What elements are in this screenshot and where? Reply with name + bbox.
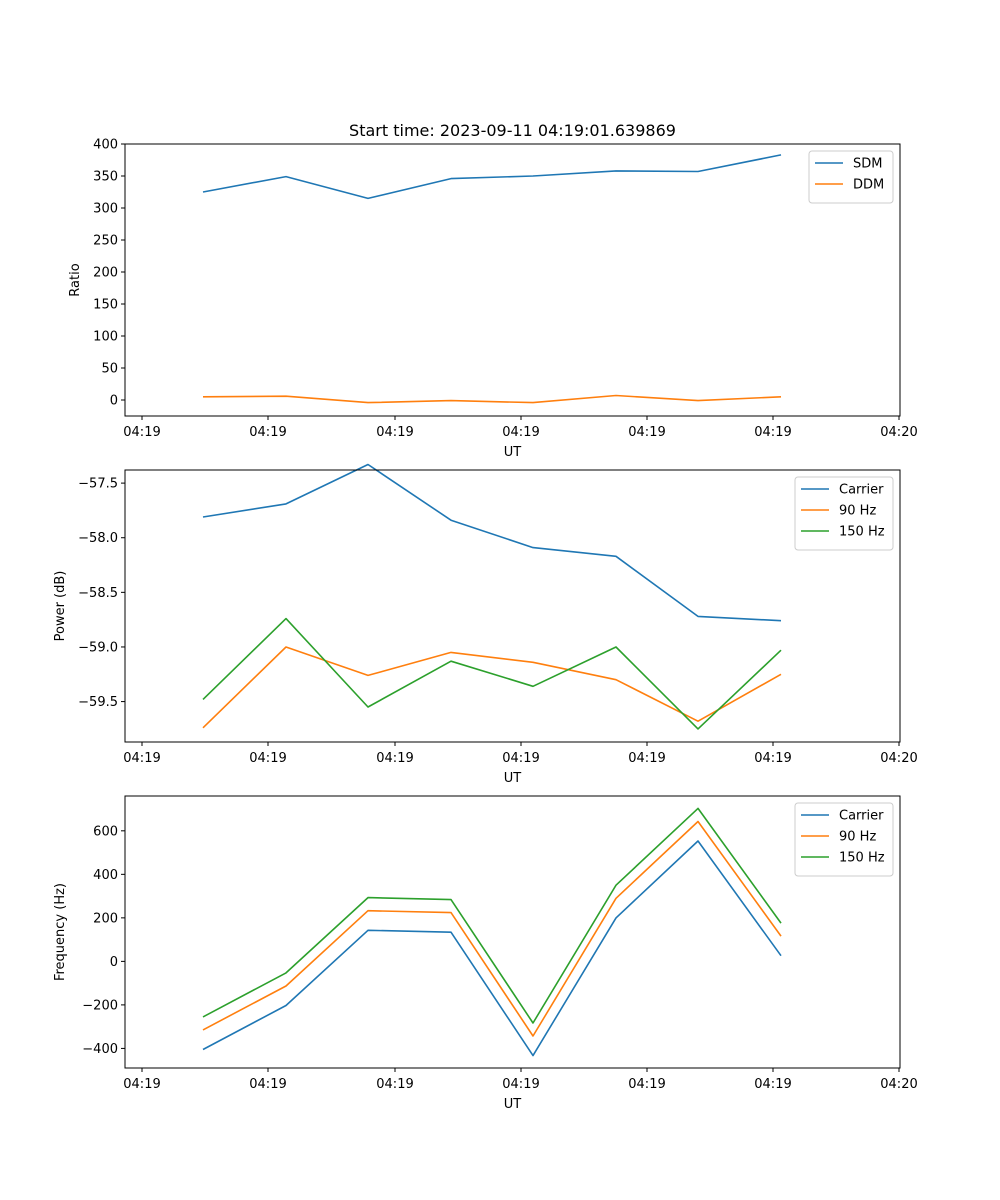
- series-line-90-hz: [202, 646, 782, 729]
- x-tick-label: 04:19: [376, 425, 413, 440]
- legend: Carrier 90 Hz 150 Hz: [794, 476, 894, 551]
- legend-label: 90 Hz: [839, 830, 876, 845]
- series-line-carrier: [202, 840, 782, 1057]
- y-tick-label: −200: [82, 998, 118, 1013]
- figure-title: Start time: 2023-09-11 04:19:01.639869: [349, 121, 676, 140]
- series-line-150-hz: [202, 807, 782, 1024]
- series-line-carrier: [202, 463, 782, 622]
- x-tick-label: 04:19: [754, 751, 791, 766]
- y-tick-label: 100: [93, 330, 118, 345]
- y-tick-label: 300: [93, 202, 118, 217]
- x-tick-label: 04:19: [376, 751, 413, 766]
- legend-label: 90 Hz: [839, 504, 876, 519]
- chart-panel-1: 04:19 04:19 04:19 04:19 04:19 04:19 04:20 0 50 10…: [68, 138, 918, 461]
- x-tick-label: 04:19: [123, 751, 160, 766]
- legend-label: Carrier: [839, 483, 884, 498]
- y-tick-label: 250: [93, 234, 118, 249]
- y-tick-label: 400: [93, 138, 118, 153]
- x-tick-label: 04:19: [754, 1077, 791, 1092]
- x-axis-label: UT: [504, 1097, 522, 1112]
- series-line-ddm: [202, 394, 782, 404]
- series-line-90-hz: [202, 820, 782, 1037]
- x-tick-label: 04:19: [628, 1077, 665, 1092]
- y-tick-label: 200: [93, 266, 118, 281]
- y-tick-label: 0: [110, 394, 118, 409]
- y-tick-label: 400: [93, 868, 118, 883]
- plot-frame: [124, 795, 901, 1069]
- legend: Carrier 90 Hz 150 Hz: [794, 802, 894, 877]
- y-axis-label: Ratio: [68, 263, 83, 296]
- y-tick-label: −57.5: [78, 477, 118, 492]
- x-tick-label: 04:19: [628, 751, 665, 766]
- series-line-sdm: [202, 154, 782, 200]
- legend-box: [808, 150, 894, 204]
- legend-label: SDM: [853, 157, 882, 172]
- x-tick-label: 04:19: [249, 751, 286, 766]
- x-tick-label: 04:19: [754, 425, 791, 440]
- y-tick-label: −400: [82, 1042, 118, 1057]
- y-axis-label: Frequency (Hz): [53, 883, 68, 981]
- x-axis-label: UT: [504, 771, 522, 786]
- legend-label: Carrier: [839, 809, 884, 824]
- y-tick-label: 350: [93, 170, 118, 185]
- x-tick-label: 04:19: [502, 1077, 539, 1092]
- plot-frame: [124, 469, 901, 743]
- x-tick-label: 04:20: [880, 751, 917, 766]
- y-tick-label: 150: [93, 298, 118, 313]
- x-tick-label: 04:19: [376, 1077, 413, 1092]
- y-tick-label: 0: [110, 955, 118, 970]
- y-axis-label: Power (dB): [53, 571, 68, 642]
- legend-label: DDM: [853, 178, 884, 193]
- x-axis-label: UT: [504, 445, 522, 460]
- x-tick-label: 04:19: [249, 425, 286, 440]
- y-tick-label: −59.0: [78, 640, 118, 655]
- y-tick-label: 200: [93, 911, 118, 926]
- x-tick-label: 04:19: [123, 425, 160, 440]
- legend: SDM DDM: [808, 150, 894, 204]
- series-line-150-hz: [202, 617, 782, 730]
- x-tick-label: 04:19: [502, 751, 539, 766]
- legend-label: 150 Hz: [839, 851, 885, 866]
- chart-panel-2: 04:19 04:19 04:19 04:19 04:19 04:19 04:20 −57.5…: [53, 463, 918, 786]
- x-tick-label: 04:19: [123, 1077, 160, 1092]
- y-tick-label: −59.5: [78, 695, 118, 710]
- legend-label: 150 Hz: [839, 525, 885, 540]
- x-tick-label: 04:19: [249, 1077, 286, 1092]
- x-tick-label: 04:19: [628, 425, 665, 440]
- y-tick-label: −58.5: [78, 586, 118, 601]
- y-tick-label: 50: [101, 362, 118, 377]
- y-tick-label: −58.0: [78, 531, 118, 546]
- chart-panel-3: 04:19 04:19 04:19 04:19 04:19 04:19 04:20 600 40…: [53, 795, 918, 1112]
- x-tick-label: 04:19: [502, 425, 539, 440]
- x-tick-label: 04:20: [880, 425, 917, 440]
- plot-frame: [124, 143, 901, 417]
- y-tick-label: 600: [93, 824, 118, 839]
- x-tick-label: 04:20: [880, 1077, 917, 1092]
